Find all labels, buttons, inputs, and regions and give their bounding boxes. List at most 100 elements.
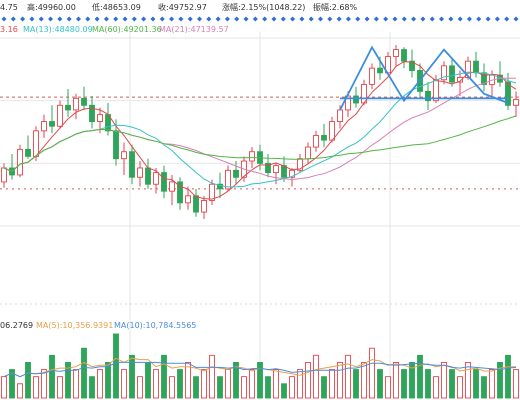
signal-marker bbox=[290, 16, 296, 22]
candle-body bbox=[33, 130, 39, 157]
candle-body bbox=[337, 109, 343, 123]
signal-marker bbox=[411, 16, 417, 22]
volume-bar bbox=[185, 361, 191, 399]
volume-bar bbox=[113, 333, 119, 399]
candle-body bbox=[193, 195, 199, 213]
candle-body bbox=[457, 77, 463, 83]
signal-marker bbox=[94, 16, 100, 22]
volume-bar bbox=[337, 361, 343, 399]
amplitude-value: 振幅:2.68% bbox=[313, 2, 358, 12]
candle-body bbox=[73, 97, 79, 111]
candle-body bbox=[233, 169, 239, 178]
candle-body bbox=[65, 104, 71, 111]
candle-body bbox=[97, 114, 103, 123]
volume-bar bbox=[121, 369, 127, 399]
signal-marker bbox=[187, 16, 193, 22]
candle-body bbox=[409, 60, 415, 71]
signal-marker bbox=[206, 16, 212, 22]
volume-ma10-value: MA(10):10,784.5565 bbox=[114, 321, 196, 330]
volume-bar bbox=[433, 376, 439, 399]
candle-body bbox=[377, 67, 383, 74]
candle-body bbox=[25, 148, 31, 157]
candle-body bbox=[121, 151, 127, 160]
candle-body bbox=[313, 135, 319, 148]
volume-bar bbox=[313, 354, 319, 399]
signal-marker bbox=[131, 16, 137, 22]
volume-bar bbox=[321, 376, 327, 399]
signal-marker bbox=[466, 16, 472, 22]
signal-marker bbox=[29, 16, 35, 22]
volume-bar bbox=[369, 347, 375, 399]
candle-body bbox=[185, 195, 191, 204]
volume-ma-lines bbox=[3, 357, 517, 378]
volume-bar bbox=[153, 369, 159, 399]
signal-marker bbox=[429, 16, 435, 22]
volume-bar bbox=[73, 369, 79, 399]
candle-body bbox=[129, 151, 135, 178]
candle-body bbox=[505, 81, 511, 106]
volume-bar bbox=[201, 369, 207, 399]
signal-marker bbox=[485, 16, 491, 22]
volume-bar bbox=[41, 369, 47, 399]
signal-marker bbox=[85, 16, 91, 22]
signal-marker bbox=[401, 16, 407, 22]
volume-bar bbox=[89, 376, 95, 399]
volume-bar bbox=[449, 369, 455, 399]
candle-body bbox=[329, 121, 335, 141]
volume-bar bbox=[489, 369, 495, 399]
volume-bar bbox=[209, 354, 215, 399]
signal-marker bbox=[327, 16, 333, 22]
volume-partial-value: 06.2769 bbox=[0, 321, 33, 330]
volume-bar bbox=[377, 369, 383, 399]
volume-bar bbox=[305, 361, 311, 399]
candle-body bbox=[209, 183, 215, 201]
candle-body bbox=[161, 172, 167, 192]
signal-marker bbox=[504, 16, 510, 22]
candle-body bbox=[57, 104, 63, 127]
signal-marker bbox=[373, 16, 379, 22]
volume-bar bbox=[513, 369, 519, 399]
signal-marker bbox=[1, 16, 7, 22]
ma-partial-value: 3.16 bbox=[0, 25, 18, 34]
candle-body bbox=[153, 172, 159, 185]
candle-body bbox=[513, 99, 519, 106]
volume-bar bbox=[289, 376, 295, 399]
open-value: 4.75 bbox=[0, 3, 18, 12]
volume-bar bbox=[281, 383, 287, 399]
signal-marker bbox=[271, 16, 277, 22]
volume-bar bbox=[457, 376, 463, 399]
ma-line-5 bbox=[3, 61, 517, 200]
volume-bar bbox=[57, 376, 63, 399]
signal-marker bbox=[103, 16, 109, 22]
volume-bar bbox=[505, 354, 511, 399]
volume-bar bbox=[49, 354, 55, 399]
signal-marker bbox=[439, 16, 445, 22]
volume-bar bbox=[409, 361, 415, 399]
signal-marker bbox=[262, 16, 268, 22]
volume-bar bbox=[145, 361, 151, 399]
candle-body bbox=[217, 183, 223, 190]
signal-marker bbox=[336, 16, 342, 22]
signal-marker bbox=[243, 16, 249, 22]
candle-body bbox=[401, 49, 407, 62]
signal-marker bbox=[169, 16, 175, 22]
signal-marker bbox=[513, 16, 519, 22]
volume-bar bbox=[177, 369, 183, 399]
signal-marker bbox=[234, 16, 240, 22]
volume-ma-line-10 bbox=[3, 361, 517, 378]
volume-bar bbox=[345, 354, 351, 399]
candle-body bbox=[225, 169, 231, 190]
moving-average-lines bbox=[3, 61, 517, 200]
signal-marker bbox=[299, 16, 305, 22]
candle-body bbox=[465, 60, 471, 78]
ma60-value: MA(60):49201.36 bbox=[92, 25, 162, 34]
volume-bar bbox=[353, 369, 359, 399]
candle-body bbox=[321, 135, 327, 141]
volume-bar bbox=[249, 369, 255, 399]
close-value: 收:49752.97 bbox=[158, 2, 207, 12]
volume-bar bbox=[497, 361, 503, 399]
signal-marker bbox=[38, 16, 44, 22]
volume-bar bbox=[465, 361, 471, 399]
volume-bar bbox=[441, 361, 447, 399]
signal-marker bbox=[364, 16, 370, 22]
